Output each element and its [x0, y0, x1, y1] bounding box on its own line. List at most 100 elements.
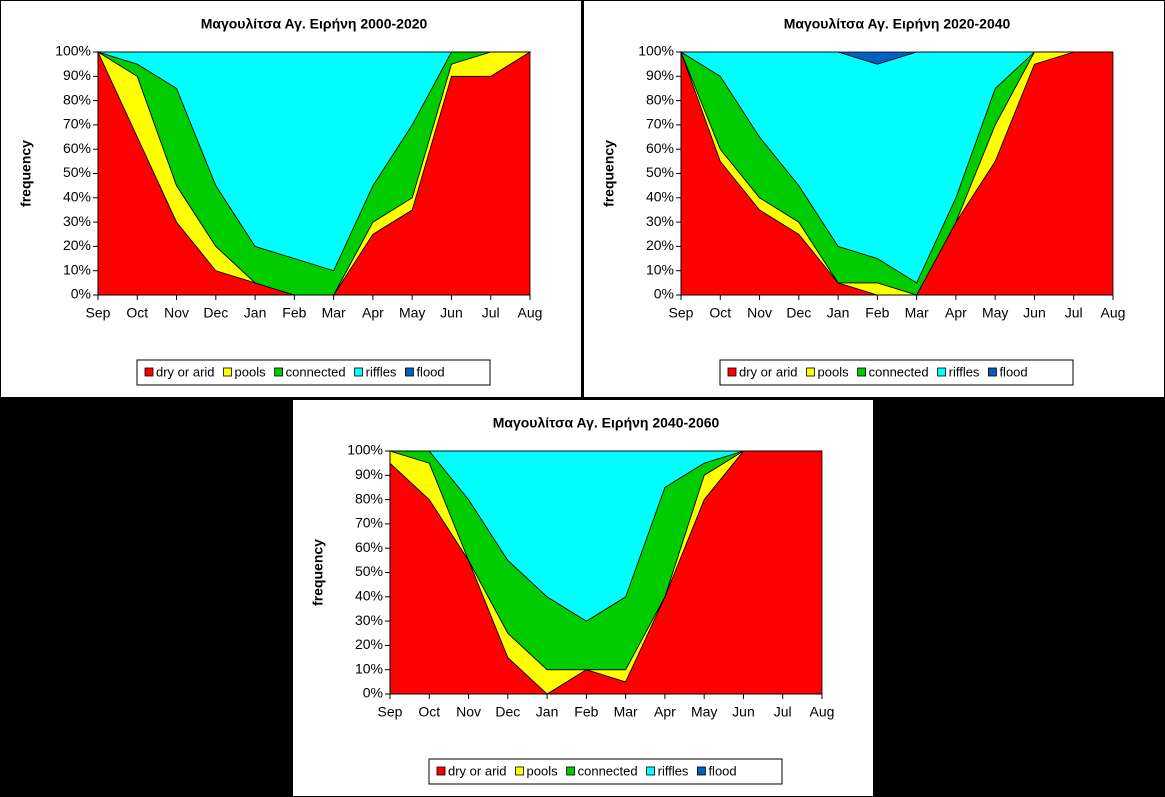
y-tick-label: 30%: [646, 213, 674, 229]
area-segment: [681, 51, 1113, 65]
x-tick-label: Jun: [732, 704, 755, 720]
x-tick-label: Apr: [945, 305, 967, 321]
legend-swatch: [697, 766, 706, 776]
legend-swatch: [646, 766, 656, 776]
y-tick-label: 60%: [646, 140, 674, 156]
y-tick-label: 70%: [355, 515, 383, 531]
x-tick-label: Dec: [203, 305, 228, 321]
chart-title: Μαγουλίτσα Αγ. Ειρήνη 2040-2060: [493, 415, 720, 431]
y-tick-label: 60%: [63, 140, 91, 156]
y-tick-label: 60%: [355, 539, 383, 555]
y-tick-label: 10%: [355, 660, 383, 676]
chart-panel: Μαγουλίτσα Αγ. Ειρήνη 2040-2060 frequency…: [292, 399, 874, 797]
x-tick-label: Feb: [282, 305, 306, 321]
x-tick-label: Apr: [362, 305, 384, 321]
x-tick-label: Jan: [827, 305, 850, 321]
legend-swatch: [857, 367, 867, 377]
legend-swatch: [806, 367, 815, 377]
y-tick-label: 90%: [355, 466, 383, 482]
x-tick-label: Feb: [574, 704, 598, 720]
x-tick-label: Sep: [669, 305, 694, 321]
legend-swatch: [436, 766, 446, 776]
y-tick-label: 50%: [63, 164, 91, 180]
legend-swatch: [274, 367, 284, 377]
x-tick-label: May: [399, 305, 425, 321]
y-tick-label: 40%: [63, 189, 91, 205]
x-tick-label: Sep: [378, 704, 403, 720]
y-tick-label: 100%: [347, 442, 383, 458]
y-tick-label: 80%: [646, 91, 674, 107]
legend-label: riffles: [658, 763, 689, 778]
y-tick-label: 10%: [63, 261, 91, 277]
y-tick-label: 20%: [355, 636, 383, 652]
y-tick-label: 70%: [63, 116, 91, 132]
chart-title: Μαγουλίτσα Αγ. Ειρήνη 2000-2020: [201, 16, 428, 32]
x-tick-label: Oct: [418, 704, 440, 720]
y-tick-label: 80%: [355, 490, 383, 506]
x-tick-label: May: [691, 704, 717, 720]
y-tick-label: 20%: [646, 237, 674, 253]
x-tick-label: May: [982, 305, 1008, 321]
legend-label: connected: [869, 364, 929, 379]
legend-box: [428, 758, 783, 785]
legend-swatch: [937, 367, 947, 377]
legend-label: dry or arid: [448, 763, 507, 778]
y-tick-label: 100%: [55, 43, 91, 59]
legend-swatch: [515, 766, 524, 776]
legend-box: [136, 359, 491, 386]
x-tick-label: Jun: [1023, 305, 1046, 321]
x-tick-label: Feb: [865, 305, 889, 321]
legend-label: pools: [527, 763, 559, 778]
chart-panel: Μαγουλίτσα Αγ. Ειρήνη 2000-2020 frequency…: [0, 0, 582, 398]
x-tick-label: Jan: [244, 305, 267, 321]
legend-label: connected: [286, 364, 346, 379]
legend-label: pools: [818, 364, 850, 379]
y-tick-label: 0%: [654, 286, 674, 302]
x-tick-label: Jul: [482, 305, 500, 321]
y-tick-label: 40%: [355, 588, 383, 604]
x-tick-label: Nov: [747, 305, 772, 321]
legend-label: riffles: [949, 364, 980, 379]
legend-box: [719, 359, 1074, 386]
x-tick-label: Jul: [774, 704, 792, 720]
x-tick-label: Oct: [126, 305, 148, 321]
x-tick-label: Nov: [164, 305, 189, 321]
legend-label: riffles: [366, 364, 397, 379]
legend-label: flood: [416, 364, 444, 379]
x-tick-label: Jul: [1065, 305, 1083, 321]
y-tick-label: 10%: [646, 261, 674, 277]
x-tick-label: Oct: [709, 305, 731, 321]
legend-label: connected: [578, 763, 638, 778]
legend-label: dry or arid: [156, 364, 215, 379]
x-tick-label: Aug: [1101, 305, 1126, 321]
x-tick-label: Aug: [810, 704, 835, 720]
legend-swatch: [223, 367, 232, 377]
legend-swatch: [988, 367, 997, 377]
legend-label: flood: [708, 763, 736, 778]
x-tick-label: Mar: [614, 704, 638, 720]
chart-panel: Μαγουλίτσα Αγ. Ειρήνη 2020-2040 frequency…: [583, 0, 1165, 398]
y-tick-label: 50%: [646, 164, 674, 180]
legend-swatch: [354, 367, 364, 377]
y-tick-label: 50%: [355, 563, 383, 579]
y-axis-label: frequency: [18, 140, 34, 207]
y-tick-label: 100%: [638, 43, 674, 59]
y-tick-label: 0%: [71, 286, 91, 302]
x-tick-label: Sep: [86, 305, 111, 321]
x-tick-label: Mar: [905, 305, 929, 321]
y-tick-label: 90%: [646, 67, 674, 83]
x-tick-label: Nov: [456, 704, 481, 720]
x-tick-label: Apr: [654, 704, 676, 720]
legend-swatch: [144, 367, 154, 377]
chart-title: Μαγουλίτσα Αγ. Ειρήνη 2020-2040: [784, 16, 1011, 32]
x-tick-label: Jun: [440, 305, 463, 321]
x-tick-label: Jan: [536, 704, 559, 720]
legend-swatch: [727, 367, 737, 377]
y-tick-label: 20%: [63, 237, 91, 253]
legend-swatch: [405, 367, 414, 377]
x-tick-label: Dec: [786, 305, 811, 321]
legend-label: dry or arid: [739, 364, 798, 379]
y-tick-label: 80%: [63, 91, 91, 107]
y-axis-label: frequency: [601, 140, 617, 207]
